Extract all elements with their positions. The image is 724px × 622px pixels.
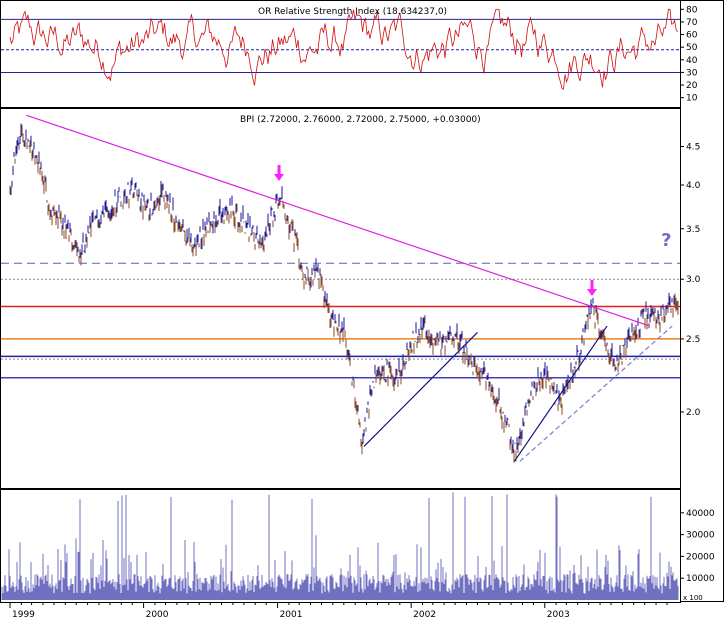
- question-mark-annotation: ?: [661, 230, 671, 251]
- trendline-2: [513, 325, 608, 462]
- rsi-tick-label: 70: [686, 18, 698, 28]
- trendline-3: [519, 325, 673, 462]
- axes: 10 20 30 40 50 60 70 80 2.0 2.5 3.0 3.5 4.0 4.5 10000 2…: [0, 5, 715, 620]
- rsi-tick-label: 50: [686, 43, 698, 53]
- volume-tick-label: 30000: [686, 531, 715, 541]
- price-panel-frame: [0, 108, 681, 489]
- x-tick-label: 1999: [12, 610, 35, 620]
- rsi-line: [9, 8, 678, 90]
- price-tick-label: 4.0: [686, 181, 701, 191]
- price-tick-label: 3.0: [686, 275, 701, 285]
- volume-tick-label: 40000: [686, 509, 715, 519]
- volume-tick-label: 10000: [686, 574, 715, 584]
- trendline-1: [363, 331, 478, 447]
- trendline-0: [26, 114, 651, 327]
- price-tick-label: 2.5: [686, 335, 700, 345]
- x-tick-label: 2002: [413, 610, 436, 620]
- right-axis-frame: [680, 0, 724, 602]
- rsi-title: OR Relative Strength Index (18.634237,0): [258, 7, 447, 17]
- price-tick-label: 2.0: [686, 408, 701, 418]
- pink-arrow-icon: [586, 280, 597, 297]
- rsi-tick-label: 80: [686, 5, 698, 15]
- price-tick-label: 4.5: [686, 142, 700, 152]
- rsi-tick-label: 60: [686, 31, 698, 41]
- rsi-chart: [1, 8, 680, 90]
- x-tick-label: 2000: [146, 610, 169, 620]
- price-tick-label: 3.5: [686, 225, 700, 235]
- volume-unit-label: x 100: [683, 594, 703, 602]
- price-chart: ?: [1, 114, 680, 463]
- x-tick-label: 2001: [280, 610, 303, 620]
- rsi-tick-label: 30: [686, 68, 698, 78]
- rsi-tick-label: 20: [686, 81, 698, 91]
- rsi-tick-label: 10: [686, 94, 698, 104]
- pink-arrow-icon: [274, 164, 285, 181]
- price-title: BPI (2.72000, 2.76000, 2.72000, 2.75000,…: [240, 115, 481, 125]
- volume-chart: [1, 492, 679, 600]
- rsi-tick-label: 40: [686, 56, 698, 66]
- volume-tick-label: 20000: [686, 552, 715, 562]
- x-tick-label: 2003: [547, 610, 570, 620]
